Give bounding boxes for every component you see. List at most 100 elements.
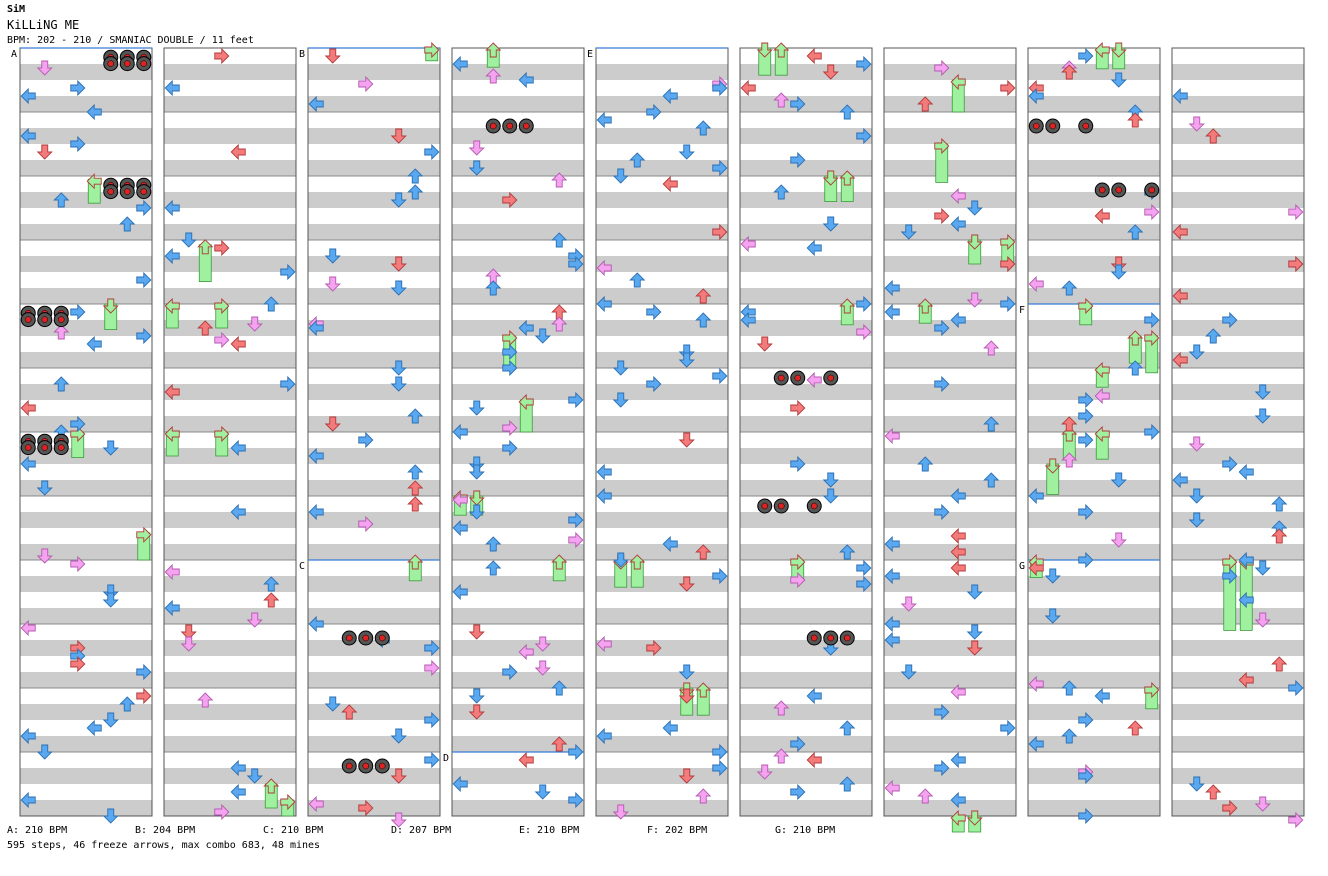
mine bbox=[119, 184, 135, 200]
step-arrow bbox=[214, 47, 230, 65]
mine bbox=[823, 370, 839, 386]
beat-stripe bbox=[596, 320, 728, 336]
beat-stripe bbox=[20, 768, 152, 784]
beat-stripe bbox=[740, 416, 872, 432]
step-arrow bbox=[70, 655, 86, 673]
mine-core bbox=[107, 188, 114, 195]
beat-stripe bbox=[596, 96, 728, 112]
column-border bbox=[739, 47, 873, 817]
step-arrow bbox=[551, 736, 568, 752]
beat-stripe bbox=[884, 576, 1016, 592]
beat-stripe bbox=[596, 224, 728, 240]
step-arrow bbox=[966, 624, 983, 640]
beat-stripe bbox=[20, 608, 152, 624]
beat-stripe bbox=[884, 192, 1016, 208]
step-arrow bbox=[1028, 675, 1044, 693]
step-arrow bbox=[596, 295, 612, 313]
mine-core bbox=[1115, 186, 1122, 194]
beat-stripe bbox=[596, 608, 728, 624]
step-arrow bbox=[1254, 560, 1271, 576]
step-arrow bbox=[756, 336, 773, 352]
step-arrow bbox=[900, 224, 917, 240]
step-arrow bbox=[1144, 311, 1160, 329]
beat-stripe bbox=[452, 544, 584, 560]
step-arrow bbox=[452, 519, 468, 537]
step-arrow bbox=[308, 447, 324, 465]
step-arrow bbox=[695, 544, 712, 560]
step-arrow bbox=[551, 316, 568, 332]
step-arrow bbox=[712, 223, 728, 241]
step-arrow bbox=[390, 728, 407, 744]
mine bbox=[53, 440, 69, 456]
mine-core bbox=[1049, 122, 1056, 130]
beat-stripe bbox=[1172, 96, 1304, 112]
step-arrow bbox=[646, 103, 662, 121]
mine-core bbox=[761, 502, 768, 510]
step-arrow bbox=[324, 48, 341, 64]
beat-stripe bbox=[164, 384, 296, 400]
beat-stripe bbox=[308, 160, 440, 176]
beat-stripe bbox=[164, 512, 296, 528]
beat-stripe bbox=[452, 96, 584, 112]
mine-core bbox=[362, 634, 369, 642]
beat-stripe bbox=[308, 800, 440, 816]
step-arrow bbox=[1078, 503, 1094, 521]
step-arrow bbox=[102, 298, 119, 314]
step-arrow bbox=[678, 576, 695, 592]
step-arrow bbox=[230, 335, 246, 353]
step-arrow bbox=[839, 104, 856, 120]
beat-stripe bbox=[20, 256, 152, 272]
step-arrow bbox=[502, 343, 518, 361]
step-arrow bbox=[214, 331, 230, 349]
mine-core bbox=[778, 374, 785, 382]
step-arrow bbox=[390, 376, 407, 392]
step-arrow bbox=[424, 143, 440, 161]
step-arrow bbox=[983, 472, 1000, 488]
beat-stripe bbox=[20, 736, 152, 752]
beat-stripe bbox=[20, 672, 152, 688]
beat-stripe bbox=[164, 768, 296, 784]
beat-stripe bbox=[452, 352, 584, 368]
step-arrow bbox=[518, 751, 534, 769]
step-arrow bbox=[1094, 207, 1110, 225]
beat-stripe bbox=[452, 224, 584, 240]
step-arrow bbox=[790, 735, 806, 753]
step-arrow bbox=[20, 127, 36, 145]
step-arrow bbox=[822, 170, 839, 186]
step-arrow bbox=[390, 128, 407, 144]
step-arrow bbox=[1000, 79, 1016, 97]
beat-stripe bbox=[308, 544, 440, 560]
step-arrow bbox=[551, 232, 568, 248]
mine-core bbox=[1099, 186, 1106, 194]
step-arrow bbox=[214, 239, 230, 257]
beat-stripe bbox=[740, 384, 872, 400]
step-arrow bbox=[612, 360, 629, 376]
chart-column bbox=[163, 47, 297, 817]
beat-stripe bbox=[884, 384, 1016, 400]
step-arrow bbox=[678, 144, 695, 160]
mine-core bbox=[41, 444, 48, 451]
step-arrow bbox=[646, 375, 662, 393]
step-arrow bbox=[1110, 72, 1127, 88]
beat-stripe bbox=[20, 192, 152, 208]
step-arrow bbox=[740, 311, 756, 329]
beat-stripe bbox=[884, 64, 1016, 80]
beat-stripe bbox=[596, 800, 728, 816]
step-arrow bbox=[468, 160, 485, 176]
beat-stripe bbox=[1028, 416, 1160, 432]
step-arrow bbox=[568, 511, 584, 529]
step-arrow bbox=[568, 531, 584, 549]
step-arrow bbox=[856, 575, 872, 593]
step-arrow bbox=[534, 660, 551, 676]
beat-stripe bbox=[20, 64, 152, 80]
mine bbox=[1045, 118, 1061, 134]
step-arrow bbox=[568, 743, 584, 761]
bpm-legend-f: F: 202 BPM bbox=[647, 825, 708, 836]
step-arrow bbox=[740, 79, 756, 97]
step-arrow bbox=[246, 316, 263, 332]
step-arrow bbox=[568, 791, 584, 809]
column-border bbox=[1027, 47, 1161, 817]
step-arrow bbox=[407, 496, 424, 512]
beat-stripe bbox=[452, 160, 584, 176]
step-arrow bbox=[424, 751, 440, 769]
